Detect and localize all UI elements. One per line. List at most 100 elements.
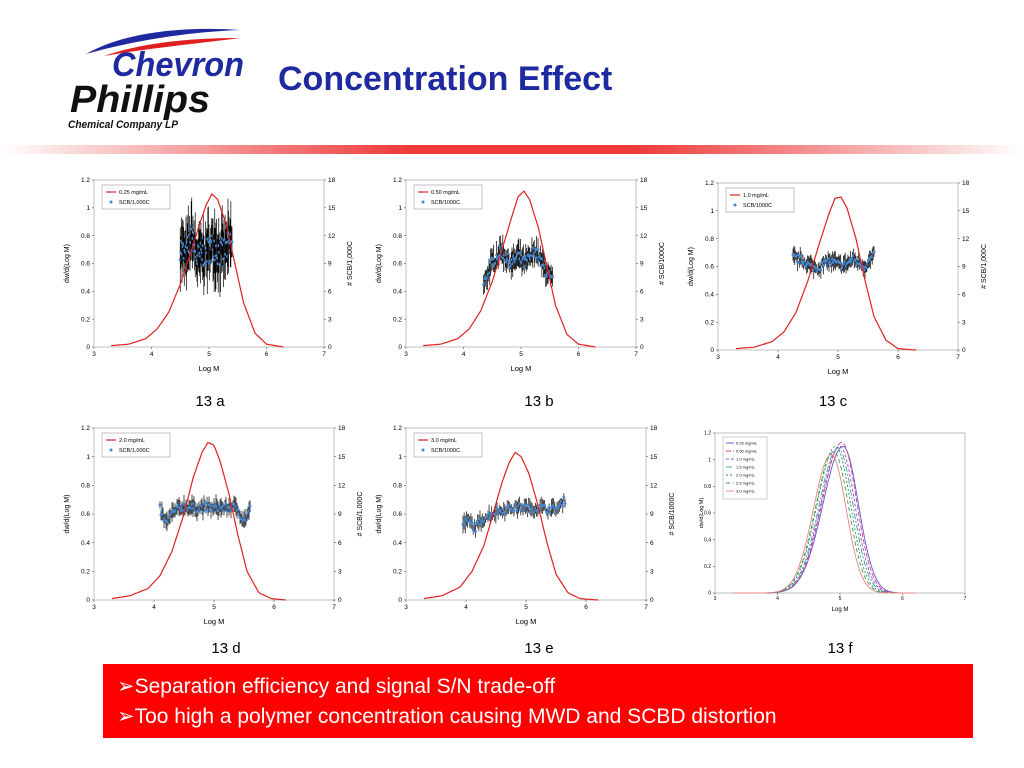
y2-axis-label: # SCB/1,000C <box>981 244 988 289</box>
legend-entry: 0.50 mg/mL <box>431 190 460 196</box>
note-item-2: ➢Too high a polymer concentration causin… <box>117 705 777 728</box>
y-tick-label: 0.4 <box>81 289 90 296</box>
legend: 3.0 mg/mL SCB/1000C <box>413 432 483 458</box>
y-tick-label: 0.8 <box>81 483 90 490</box>
scb-point <box>461 523 465 527</box>
scb-series <box>158 494 252 531</box>
scb-point <box>553 506 557 510</box>
x-tick-label: 3 <box>92 604 96 611</box>
x-axis-label: Log M <box>204 617 225 626</box>
logo-swoosh-icon <box>86 28 240 54</box>
y2-tick-label: 15 <box>338 454 346 461</box>
y-tick-label: 1.2 <box>393 177 402 184</box>
mwd-curve <box>111 442 287 601</box>
legend-box <box>413 184 483 210</box>
y2-tick-label: 12 <box>328 233 336 240</box>
scb-point <box>463 522 467 526</box>
x-tick-label: 7 <box>332 604 336 611</box>
x-axis-label: Log M <box>832 607 849 613</box>
y2-tick-label: 9 <box>328 261 332 268</box>
y-tick-label: 0.4 <box>704 537 711 543</box>
note-item-1: ➢Separation efficiency and signal S/N tr… <box>117 675 556 698</box>
x-tick-label: 4 <box>776 596 779 602</box>
legend: 2.0 mg/mL SCB/1,000C <box>101 432 171 458</box>
x-tick-label: 5 <box>207 351 211 358</box>
x-tick-label: 6 <box>896 354 900 361</box>
y2-tick-label: 12 <box>650 483 658 490</box>
y-tick-label: 0.6 <box>393 261 402 268</box>
y-tick-label: 0.8 <box>705 236 714 243</box>
y2-tick-label: 12 <box>962 236 970 243</box>
scb-point <box>486 514 490 518</box>
y-tick-label: 1.2 <box>704 431 711 437</box>
x-tick-label: 7 <box>964 596 967 602</box>
scb-point <box>206 237 210 241</box>
legend-entry: SCB/1,000C <box>119 448 150 454</box>
y2-tick-label: 0 <box>338 597 342 604</box>
legend: 0.50 mg/mL SCB/1000C <box>413 184 483 210</box>
mwd-curve <box>735 196 917 351</box>
panel-label-13b: 13 b <box>524 393 554 410</box>
y2-tick-label: 3 <box>962 319 966 326</box>
y2-tick-label: 6 <box>650 540 654 547</box>
legend-entry: SCB/1000C <box>431 448 460 454</box>
scb-point <box>518 502 522 506</box>
scb-point <box>501 512 505 516</box>
y-tick-label: 1 <box>708 457 711 463</box>
scb-point <box>526 510 530 514</box>
scb-point <box>462 519 466 523</box>
y2-tick-label: 0 <box>328 344 332 351</box>
x-tick-label: 3 <box>92 351 96 358</box>
scb-point <box>500 509 504 513</box>
y2-tick-label: 18 <box>338 425 346 432</box>
x-tick-label: 6 <box>577 351 581 358</box>
scb-point <box>470 521 474 525</box>
legend: 0.25 mg/mL SCB/1,000C <box>101 184 171 210</box>
y2-tick-label: 6 <box>338 540 342 547</box>
scb-point <box>502 507 506 511</box>
scb-point <box>530 507 534 511</box>
scb-point <box>514 505 518 509</box>
y2-tick-label: 3 <box>338 569 342 576</box>
scb-point <box>554 510 558 514</box>
logo-line2: Phillips <box>70 79 210 121</box>
scb-point <box>552 504 556 508</box>
y-tick-label: 0.6 <box>81 511 90 518</box>
x-axis-label: Log M <box>511 364 532 373</box>
mwd-curve <box>733 447 915 594</box>
y-tick-label: 0.6 <box>393 511 402 518</box>
y2-tick-label: 18 <box>962 180 970 187</box>
x-tick-label: 4 <box>776 354 780 361</box>
scb-point <box>471 528 475 532</box>
scb-point <box>543 503 547 507</box>
scb-point <box>544 508 548 512</box>
y-tick-label: 1 <box>710 208 714 215</box>
x-axis-label: Log M <box>516 617 537 626</box>
scb-point <box>532 510 536 514</box>
panel-label-13d: 13 d <box>211 640 241 657</box>
scb-point <box>536 248 540 252</box>
y2-tick-label: 18 <box>328 177 336 184</box>
x-tick-label: 4 <box>152 604 156 611</box>
legend-entry: 1.0 mg/mL <box>736 457 756 462</box>
y2-axis-label: # SCB/1000C <box>669 493 676 536</box>
scb-point <box>487 511 491 515</box>
x-tick-label: 4 <box>462 351 466 358</box>
y-tick-label: 0 <box>398 597 402 604</box>
chevron-phillips-logo: Chevron Phillips Chemical Company LP <box>68 28 244 131</box>
scb-point <box>494 513 498 517</box>
y2-tick-label: 0 <box>640 344 644 351</box>
panel-label-13a: 13 a <box>195 393 225 410</box>
y2-tick-label: 9 <box>338 511 342 518</box>
mwd-curve <box>423 190 596 348</box>
y-tick-label: 0 <box>86 344 90 351</box>
y2-tick-label: 0 <box>962 347 966 354</box>
mwd-curve <box>733 453 915 594</box>
notes-box: ➢Separation efficiency and signal S/N tr… <box>103 664 973 738</box>
x-tick-label: 5 <box>839 596 842 602</box>
scb-point <box>190 227 194 231</box>
legend-entry: 2.0 mg/mL <box>736 473 756 478</box>
